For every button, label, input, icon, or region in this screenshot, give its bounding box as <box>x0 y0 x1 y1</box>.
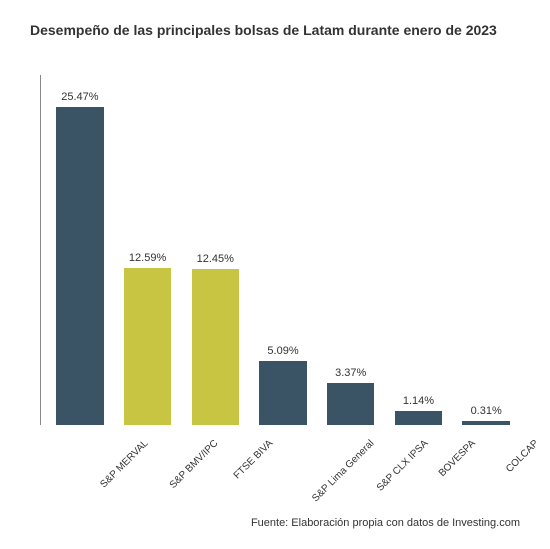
bar-group: 25.47% <box>46 91 114 425</box>
bar-value-label: 12.45% <box>197 253 234 265</box>
category-label-wrap: S&P BMV/IPC <box>115 430 184 490</box>
bar <box>259 361 306 425</box>
source-text: Fuente: Elaboración propia con datos de … <box>251 517 520 529</box>
category-label-wrap: FTSE BIVA <box>183 430 252 490</box>
bar <box>462 421 509 425</box>
bar-value-label: 5.09% <box>267 345 298 357</box>
bar-value-label: 25.47% <box>61 91 98 103</box>
bar <box>56 107 103 425</box>
bar-group: 12.45% <box>181 253 249 425</box>
category-label-wrap: S&P MERVAL <box>46 430 115 490</box>
bar-group: 5.09% <box>249 345 317 425</box>
bar-group: 3.37% <box>317 367 385 425</box>
bar-value-label: 1.14% <box>403 395 434 407</box>
category-label: COLCAP <box>504 438 541 475</box>
category-label-wrap: BOVESPA <box>389 430 458 490</box>
bar <box>395 411 442 425</box>
bar <box>124 268 171 425</box>
chart-area: 25.47% 12.59% 12.45% 5.09% 3.37% 1.14% 0… <box>40 75 520 425</box>
category-label-wrap: COLCAP <box>457 430 526 490</box>
bars-container: 25.47% 12.59% 12.45% 5.09% 3.37% 1.14% 0… <box>40 75 520 425</box>
bar-group: 12.59% <box>114 252 182 425</box>
bar <box>192 269 239 425</box>
bar-value-label: 12.59% <box>129 252 166 264</box>
category-labels: S&P MERVAL S&P BMV/IPC FTSE BIVA S&P Lim… <box>46 430 526 490</box>
bar-value-label: 3.37% <box>335 367 366 379</box>
bar-group: 0.31% <box>452 405 520 425</box>
category-label-wrap: S&P Lima General <box>252 430 321 490</box>
bar-group: 1.14% <box>385 395 453 425</box>
bar <box>327 383 374 425</box>
bar-value-label: 0.31% <box>471 405 502 417</box>
category-label-wrap: S&P CLX IPSA <box>320 430 389 490</box>
chart-title: Desempeño de las principales bolsas de L… <box>0 0 550 38</box>
